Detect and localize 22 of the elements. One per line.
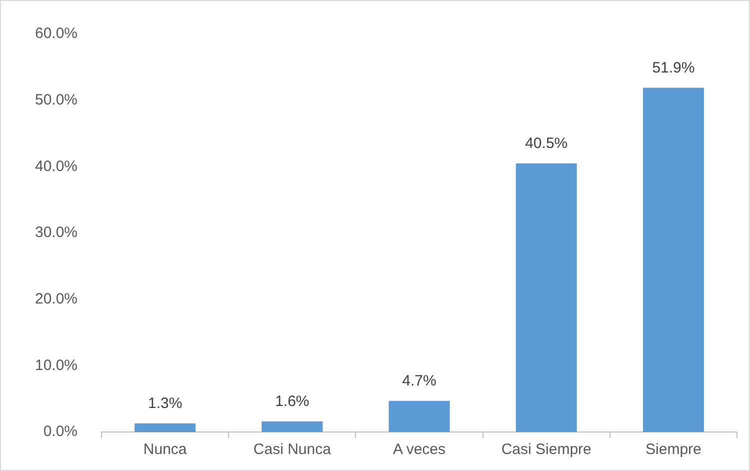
x-tick-label: Casi Siempre [501,441,592,458]
bar [516,163,577,432]
bar [134,423,196,432]
x-tick-label: Casi Nunca [253,441,332,458]
data-label: 51.9% [652,59,695,76]
y-tick-label: 0.0% [43,423,78,440]
data-label: 4.7% [402,372,436,390]
bar [262,421,323,432]
y-tick-label: 20.0% [34,290,78,308]
data-label: 1.6% [275,393,310,410]
y-tick-label: 50.0% [34,91,78,108]
y-tick-label: 40.0% [34,158,78,175]
data-label: 40.5% [525,134,568,152]
x-tick-label: A veces [393,441,446,458]
x-tick-label: Siempre [646,441,702,458]
data-label: 1.3% [148,395,182,412]
y-tick-label: 30.0% [34,224,78,242]
x-tick-label: Nunca [143,441,188,458]
y-tick-label: 10.0% [34,356,78,374]
bar [642,88,704,432]
y-tick-label: 60.0% [34,25,78,42]
bar [388,400,450,432]
